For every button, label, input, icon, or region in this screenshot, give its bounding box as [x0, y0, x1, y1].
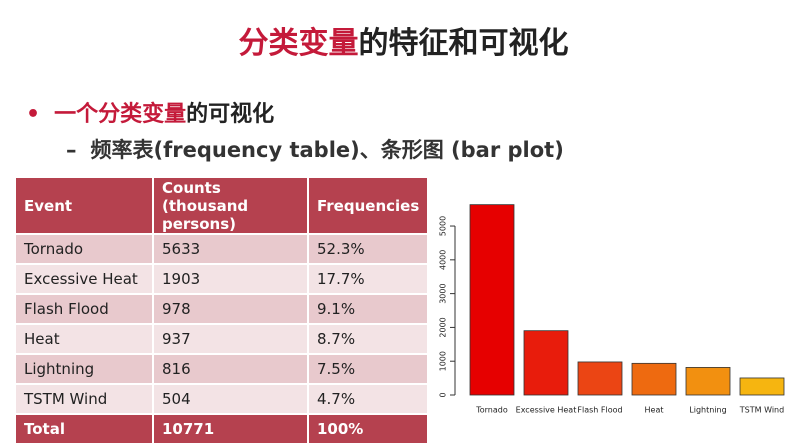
table-cell: 978 — [153, 294, 309, 325]
table-cell: 504 — [153, 384, 309, 415]
table-cell: 1903 — [153, 264, 309, 295]
header-cell: Counts (thousand persons) — [153, 178, 309, 235]
sub-bullet: – 频率表(frequency table)、条形图 (bar plot) — [66, 138, 564, 162]
bar — [577, 361, 623, 396]
y-tick-label: 1000 — [439, 351, 448, 371]
header-cell: Event — [16, 178, 154, 235]
table-row: Flash Flood 978 9.1% — [16, 294, 430, 325]
table-row: Total 10771 100% — [16, 414, 430, 445]
table-cell: 8.7% — [308, 324, 430, 355]
header-line: (thousand persons) — [162, 196, 249, 233]
table-cell: 816 — [153, 354, 309, 385]
x-tick-label: Heat — [645, 406, 664, 415]
table-cell: Flash Flood — [16, 294, 154, 325]
table-cell: Total — [16, 414, 154, 445]
bullet-rest: 的可视化 — [186, 102, 275, 127]
y-tick-label: 2000 — [439, 317, 448, 337]
y-tick-label: 4000 — [439, 250, 448, 270]
bar — [739, 377, 785, 396]
bar — [685, 367, 731, 396]
table-cell: 9.1% — [308, 294, 430, 325]
table-cell: TSTM Wind — [16, 384, 154, 415]
table-cell: 17.7% — [308, 264, 430, 295]
table-cell: 937 — [153, 324, 309, 355]
x-tick-label: Flash Flood — [577, 406, 622, 415]
y-tick-label: 0 — [439, 392, 448, 397]
sub-bullet-text: 频率表(frequency table)、条形图 (bar plot) — [90, 138, 564, 162]
table-row: Lightning 816 7.5% — [16, 354, 430, 385]
bullet-highlight: 一个分类变量 — [54, 102, 187, 127]
table-cell: 100% — [308, 414, 430, 445]
x-tick-label: TSTM Wind — [739, 406, 784, 415]
table-cell: Heat — [16, 324, 154, 355]
bar — [523, 330, 569, 396]
header-cell: Frequencies — [308, 178, 430, 235]
table-row: Tornado 5633 52.3% — [16, 234, 430, 265]
bullet: • 一个分类变量的可视化 — [26, 102, 275, 127]
table-cell: Excessive Heat — [16, 264, 154, 295]
table-cell: 52.3% — [308, 234, 430, 265]
title-highlight: 分类变量 — [238, 26, 359, 61]
bar — [469, 204, 515, 396]
table-cell: Tornado — [16, 234, 154, 265]
table-cell: 10771 — [153, 414, 309, 445]
slide: 分类变量的特征和可视化 • 一个分类变量的可视化 – 频率表(frequency t… — [0, 18, 807, 445]
table-row: Heat 937 8.7% — [16, 324, 430, 355]
header-row: Event Counts (thousand persons) Frequenci… — [16, 178, 430, 235]
table-row: TSTM Wind 504 4.7% — [16, 384, 430, 415]
title-rest: 的特征和可视化 — [358, 26, 569, 61]
frequency-table: Event Counts (thousand persons) Frequenci… — [16, 178, 430, 445]
x-tick-label: Excessive Heat — [516, 406, 577, 415]
table-cell: 4.7% — [308, 384, 430, 415]
table-cell: 7.5% — [308, 354, 430, 385]
slide-title: 分类变量的特征和可视化 — [0, 18, 807, 62]
table-cell: Lightning — [16, 354, 154, 385]
y-tick-label: 3000 — [439, 283, 448, 303]
bar-chart: 0 1000 2000 3000 4000 5000 Tornado Excessive He… — [439, 204, 785, 415]
x-tick-label: Tornado — [475, 406, 508, 415]
table-cell: 5633 — [153, 234, 309, 265]
table-row: Excessive Heat 1903 17.7% — [16, 264, 430, 295]
header-line: Counts — [162, 178, 221, 197]
x-tick-label: Lightning — [689, 406, 726, 415]
y-tick-label: 5000 — [439, 216, 448, 236]
bar — [631, 362, 677, 396]
